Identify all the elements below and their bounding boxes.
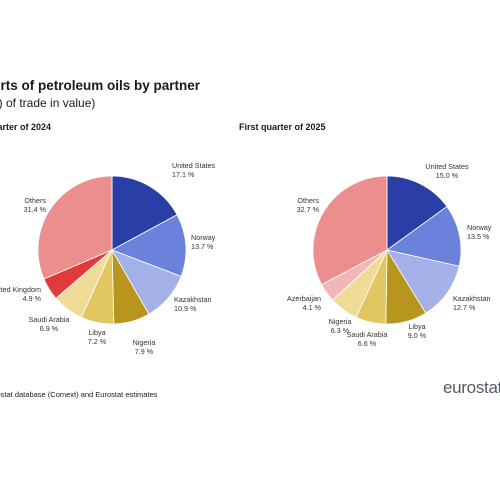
pie-2024-slice-others xyxy=(37,175,113,280)
pie-2025-label-saudi-arabia: Saudi Arabia xyxy=(347,330,388,339)
pie-2024-label-norway: Norway xyxy=(191,233,216,242)
pie-2025-value-united-states: 15.0 % xyxy=(436,171,459,180)
pie-2024-label-libya: Libya xyxy=(88,328,105,337)
pie-2024-value-norway: 13.7 % xyxy=(191,242,214,251)
pie-2024-value-saudi-arabia: 6.9 % xyxy=(40,324,59,333)
pie-2025-label-others: Others xyxy=(297,196,319,205)
pie-2025-slice-united-states xyxy=(386,175,448,251)
pie-2025-title: First quarter of 2025 xyxy=(239,122,326,132)
pie-2025-value-others: 32.7 % xyxy=(297,205,320,214)
pie-2025-value-saudi-arabia: 6.6 % xyxy=(358,339,377,348)
chart-title: ports of petroleum oils by partner xyxy=(0,78,201,93)
pie-2024-value-united-states: 17.1 % xyxy=(172,170,195,179)
pie-2024-label-others: Others xyxy=(24,196,46,205)
pie-2024-value-kazakhstan: 10.9 % xyxy=(174,304,197,313)
pie-2025-value-kazakhstan: 12.7 % xyxy=(453,303,476,312)
pie-2024-title: uarter of 2024 xyxy=(0,122,52,132)
pie-2025-value-azerbaijan: 4.1 % xyxy=(303,303,322,312)
pie-2025-value-norway: 13.5 % xyxy=(467,232,490,241)
source-note: rostat database (Comext) and Eurostat es… xyxy=(0,390,158,399)
pie-2024-label-united-states: United States xyxy=(172,161,216,170)
pie-2025-label-azerbaijan: Azerbaijan xyxy=(287,294,321,303)
pie-2025-slice-norway xyxy=(386,206,462,267)
pie-2025-value-nigeria: 6.3 % xyxy=(331,326,350,335)
chart-subtitle: %) of trade in value) xyxy=(0,96,96,110)
pie-2025-label-norway: Norway xyxy=(467,223,492,232)
pie-2024-value-nigeria: 7.9 % xyxy=(135,347,154,356)
pie-2024-label-nigeria: Nigeria xyxy=(133,338,156,347)
pie-2024-label-saudi-arabia: Saudi Arabia xyxy=(29,315,70,324)
pie-2025-slice-kazakhstan xyxy=(386,249,460,314)
pie-2024-value-libya: 7.2 % xyxy=(88,337,107,346)
pie-2024-value-ited-kingdom: 4.9 % xyxy=(23,294,42,303)
pie-2025-value-libya: 9.0 % xyxy=(408,331,427,340)
eurostat-logo: eurostat xyxy=(443,378,500,397)
pie-2024-slice-united-states xyxy=(111,175,178,251)
pie-2024-label-kazakhstan: Kazakhstan xyxy=(174,295,212,304)
pie-2025-slice-others xyxy=(312,175,388,286)
pie-2025-label-libya: Libya xyxy=(408,322,425,331)
pie-2024-label-ited-kingdom: ited Kingdom xyxy=(0,285,41,294)
pie-2025-label-nigeria: Nigeria xyxy=(329,317,352,326)
pie-2024-value-others: 31.4 % xyxy=(24,205,47,214)
pie-2024-slice-norway xyxy=(111,214,187,277)
pie-2025-label-kazakhstan: Kazakhstan xyxy=(453,294,491,303)
pie-2025-label-united-states: United States xyxy=(425,162,469,171)
